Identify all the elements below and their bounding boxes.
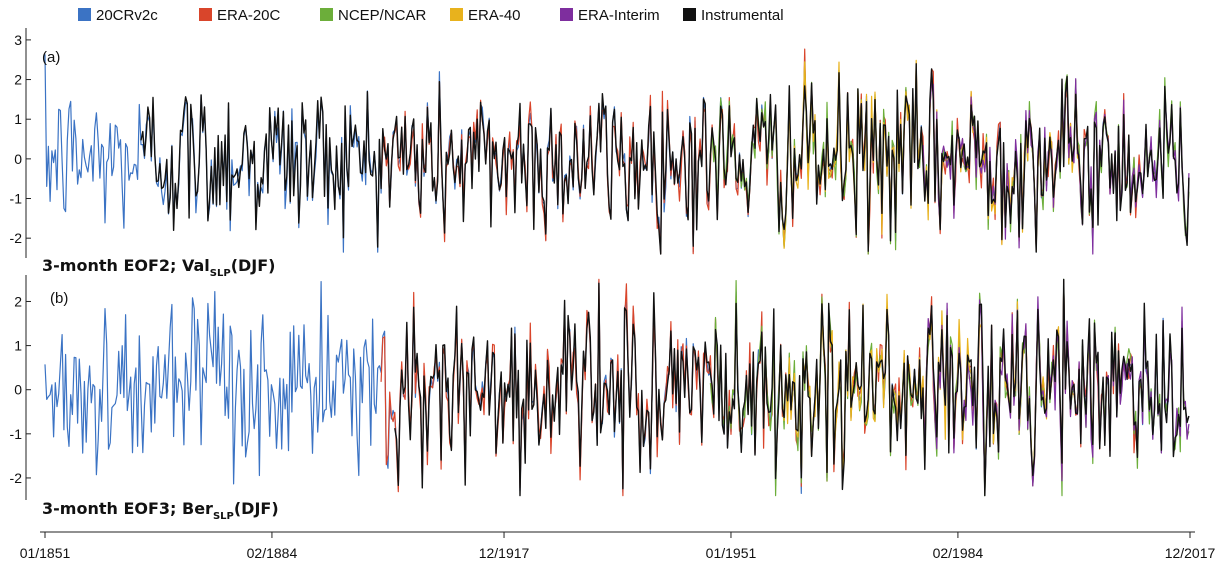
panel-title-b-sub: SLP	[213, 511, 234, 522]
series-group-b	[44, 278, 1190, 497]
y-tick-label-a-3: 3	[14, 32, 22, 48]
x-tick-label-02-1884: 02/1884	[247, 545, 298, 561]
y-axis-a: -2 -1 0 1 2 3	[10, 28, 31, 258]
y-tick-label-a-2: 2	[14, 72, 22, 88]
y-tick-label-b-1: 1	[14, 338, 22, 354]
panel-tag-b: (b)	[50, 290, 68, 307]
y-tick-label-a--2: -2	[10, 230, 23, 246]
legend-label-instrumental: Instrumental	[701, 7, 784, 24]
legend-swatch-era-40	[450, 8, 463, 21]
legend-swatch-instrumental	[683, 8, 696, 21]
legend-item-era-20c: ERA-20C	[199, 7, 281, 24]
series-group-a	[44, 48, 1190, 255]
legend-item-era-40: ERA-40	[450, 7, 521, 24]
panel-a: -2 -1 0 1 2 3 (a) 3-month EOF2; ValSLP(DJF)	[10, 28, 1190, 279]
y-tick-label-a-1: 1	[14, 111, 22, 127]
legend-swatch-era-20c	[199, 8, 212, 21]
legend-label-20crv2c: 20CRv2c	[96, 7, 158, 24]
x-tick-label-12-1917: 12/1917	[479, 545, 530, 561]
panel-title-a-end: (DJF)	[231, 256, 276, 275]
x-tick-label-01-1851: 01/1851	[20, 545, 71, 561]
legend-label-ncep-ncar: NCEP/NCAR	[338, 7, 427, 24]
x-tick-label-01-1951: 01/1951	[706, 545, 757, 561]
legend-swatch-era-interim	[560, 8, 573, 21]
legend-item-era-interim: ERA-Interim	[560, 7, 660, 24]
y-tick-label-a-0: 0	[14, 151, 22, 167]
panel-title-b-end: (DJF)	[234, 499, 279, 518]
legend-item-20crv2c: 20CRv2c	[78, 7, 158, 24]
panel-title-a-main: 3-month EOF2; Val	[42, 256, 210, 275]
x-tick-label-12-2017: 12/2017	[1165, 545, 1216, 561]
panel-title-a-sub: SLP	[210, 268, 231, 279]
y-tick-label-b-2: 2	[14, 293, 22, 309]
y-axis-b: -2 -1 0 1 2	[10, 275, 31, 500]
legend-label-era-interim: ERA-Interim	[578, 7, 660, 24]
legend-swatch-ncep-ncar	[320, 8, 333, 21]
panel-title-b-main: 3-month EOF3; Ber	[42, 499, 213, 518]
y-tick-label-b--1: -1	[10, 426, 23, 442]
legend-item-ncep-ncar: NCEP/NCAR	[320, 7, 427, 24]
series-line-a-instrumental	[140, 63, 1190, 255]
panel-b: -2 -1 0 1 2 (b) 3-month EOF3; BerSLP(DJF)	[10, 275, 1190, 522]
legend-swatch-20crv2c	[78, 8, 91, 21]
x-tick-label-02-1984: 02/1984	[933, 545, 984, 561]
panel-title-b: 3-month EOF3; BerSLP(DJF)	[42, 499, 279, 522]
legend-label-era-20c: ERA-20C	[217, 7, 281, 24]
legend-label-era-40: ERA-40	[468, 7, 521, 24]
panel-tag-a: (a)	[42, 49, 60, 66]
panel-title-a: 3-month EOF2; ValSLP(DJF)	[42, 256, 276, 279]
legend-item-instrumental: Instrumental	[683, 7, 784, 24]
legend: 20CRv2c ERA-20C NCEP/NCAR ERA-40 ERA-Interim…	[78, 7, 784, 24]
series-line-b-instrumental	[394, 278, 1190, 497]
y-tick-label-b-0: 0	[14, 382, 22, 398]
y-tick-label-a--1: -1	[10, 191, 23, 207]
y-tick-label-b--2: -2	[10, 470, 23, 486]
x-axis: 01/1851 02/1884 12/1917 01/1951 02/1984 12/20…	[20, 531, 1216, 561]
